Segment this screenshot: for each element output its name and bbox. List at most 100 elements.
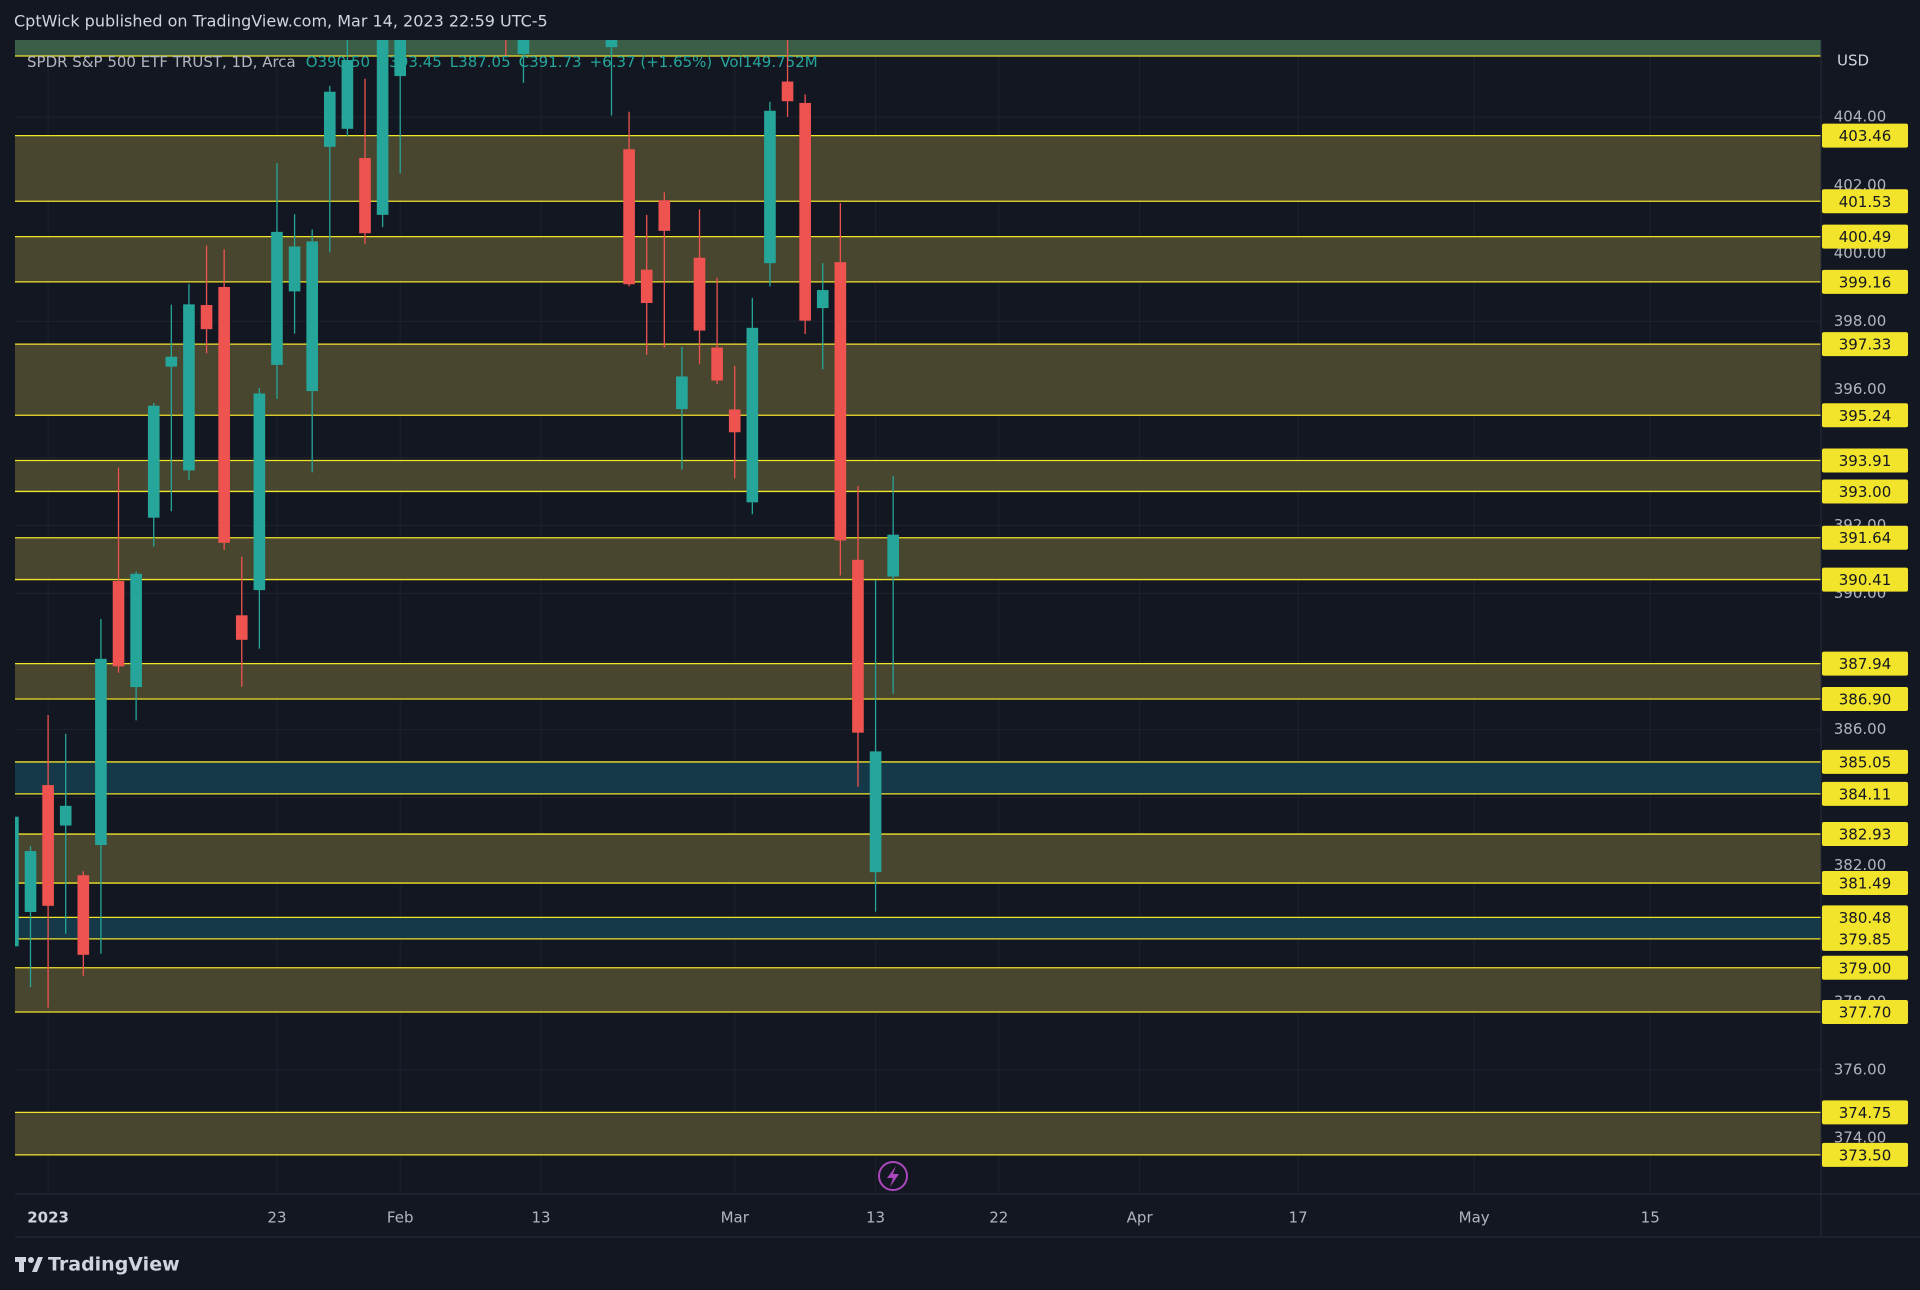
- level-label: 395.24: [1839, 407, 1892, 425]
- candle-body: [147, 405, 160, 518]
- zone: [15, 761, 1821, 794]
- y-tick-label: 376.00: [1834, 1060, 1887, 1078]
- candle-body: [130, 573, 142, 688]
- candle-body: [764, 110, 776, 264]
- zone: [15, 663, 1821, 699]
- level-label: 390.41: [1839, 571, 1892, 589]
- candle-body: [341, 60, 354, 129]
- candle-body: [852, 559, 864, 733]
- currency-label: USD: [1837, 52, 1869, 70]
- plot-area: SPDR S&P 500 ETF TRUST, 1D, Arca O390.50 H…: [15, 40, 1821, 1194]
- y-tick-label: 382.00: [1834, 856, 1887, 874]
- level-label: 381.49: [1839, 875, 1892, 893]
- level-label-box: [1822, 189, 1908, 214]
- candle-body: [799, 102, 811, 321]
- candle-body: [816, 290, 829, 309]
- level-label: 403.46: [1839, 127, 1892, 145]
- zone: [15, 460, 1821, 492]
- level-label-box: [1822, 525, 1908, 550]
- y-tick-label: 398.00: [1834, 312, 1887, 330]
- level-label: 387.94: [1839, 655, 1892, 673]
- x-tick-label: Feb: [387, 1209, 414, 1227]
- x-tick-label: 17: [1289, 1209, 1308, 1227]
- candle-body: [288, 246, 301, 292]
- candle-body: [77, 875, 90, 955]
- legend-value: O390.50: [306, 53, 370, 71]
- candle-body: [834, 262, 847, 541]
- level-label-box: [1822, 1142, 1908, 1167]
- candle-body: [711, 347, 723, 381]
- zone: [15, 344, 1821, 416]
- candle-body: [640, 269, 653, 303]
- level-label-box: [1822, 403, 1908, 428]
- zone: [15, 1112, 1821, 1155]
- level-label-box: [1822, 822, 1908, 847]
- level-label: 374.75: [1839, 1104, 1892, 1122]
- y-tick-label: 396.00: [1834, 380, 1887, 398]
- level-label: 382.93: [1839, 826, 1892, 844]
- x-tick-label: 15: [1641, 1209, 1660, 1227]
- level-label-box: [1822, 123, 1908, 148]
- level-label-box: [1822, 749, 1908, 774]
- candle-body: [271, 231, 283, 365]
- legend-value: Vol149.752M: [720, 53, 817, 71]
- level-label-box: [1822, 871, 1908, 896]
- level-label-box: [1822, 999, 1908, 1024]
- zone: [15, 537, 1821, 580]
- zone: [15, 967, 1821, 1012]
- candle-body: [746, 327, 759, 503]
- candle-body: [253, 393, 266, 591]
- candle-body: [218, 286, 230, 543]
- level-label: 399.16: [1839, 273, 1892, 291]
- level-label-box: [1822, 332, 1908, 357]
- legend-value: L387.05: [450, 53, 511, 71]
- candle-body: [59, 805, 72, 826]
- zone: [15, 40, 1821, 56]
- level-label-box: [1822, 269, 1908, 294]
- level-label: 401.53: [1839, 193, 1892, 211]
- level-label: 400.49: [1839, 228, 1892, 246]
- level-label-box: [1822, 905, 1908, 930]
- level-label: 393.00: [1839, 483, 1892, 501]
- level-label: 386.90: [1839, 690, 1892, 708]
- brand-name: TradingView: [48, 1254, 180, 1276]
- level-label-box: [1822, 224, 1908, 249]
- zone: [15, 135, 1821, 202]
- level-label-box: [1822, 686, 1908, 711]
- candle-body: [165, 356, 178, 367]
- level-label: 379.00: [1839, 959, 1892, 977]
- level-label-box: [1822, 955, 1908, 980]
- candle-body: [376, 40, 389, 215]
- event-icon: [878, 1161, 908, 1191]
- x-tick-label: Apr: [1127, 1209, 1154, 1227]
- legend-value: +6.37 (+1.65%): [590, 53, 713, 71]
- candle-body: [15, 816, 19, 947]
- y-tick-label: 404.00: [1834, 108, 1887, 126]
- level-label: 384.11: [1839, 785, 1892, 803]
- x-tick-label: 13: [532, 1209, 551, 1227]
- candle-body: [676, 376, 688, 410]
- legend-value: H393.45: [378, 53, 442, 71]
- candle-body: [693, 257, 706, 331]
- level-label: 380.48: [1839, 909, 1892, 927]
- legend: SPDR S&P 500 ETF TRUST, 1D, Arca O390.50 H…: [27, 53, 818, 71]
- candle-body: [728, 409, 741, 433]
- level-label-box: [1822, 926, 1908, 951]
- candle-body: [359, 158, 371, 234]
- candle-body: [887, 534, 899, 577]
- x-tick-label: 23: [267, 1209, 286, 1227]
- candle-body: [95, 658, 107, 845]
- level-label: 393.91: [1839, 452, 1892, 470]
- x-tick-label: 13: [866, 1209, 885, 1227]
- x-tick-label: May: [1459, 1209, 1490, 1227]
- y-tick-label: 386.00: [1834, 720, 1887, 738]
- candle-body: [24, 851, 37, 912]
- level-label: 391.64: [1839, 529, 1892, 547]
- candle-body: [42, 785, 54, 906]
- level-label: 385.05: [1839, 753, 1892, 771]
- y-tick-label: 374.00: [1834, 1128, 1887, 1146]
- zone: [15, 917, 1821, 939]
- legend-title: SPDR S&P 500 ETF TRUST, 1D, Arca: [27, 53, 296, 71]
- candle-body: [605, 40, 618, 48]
